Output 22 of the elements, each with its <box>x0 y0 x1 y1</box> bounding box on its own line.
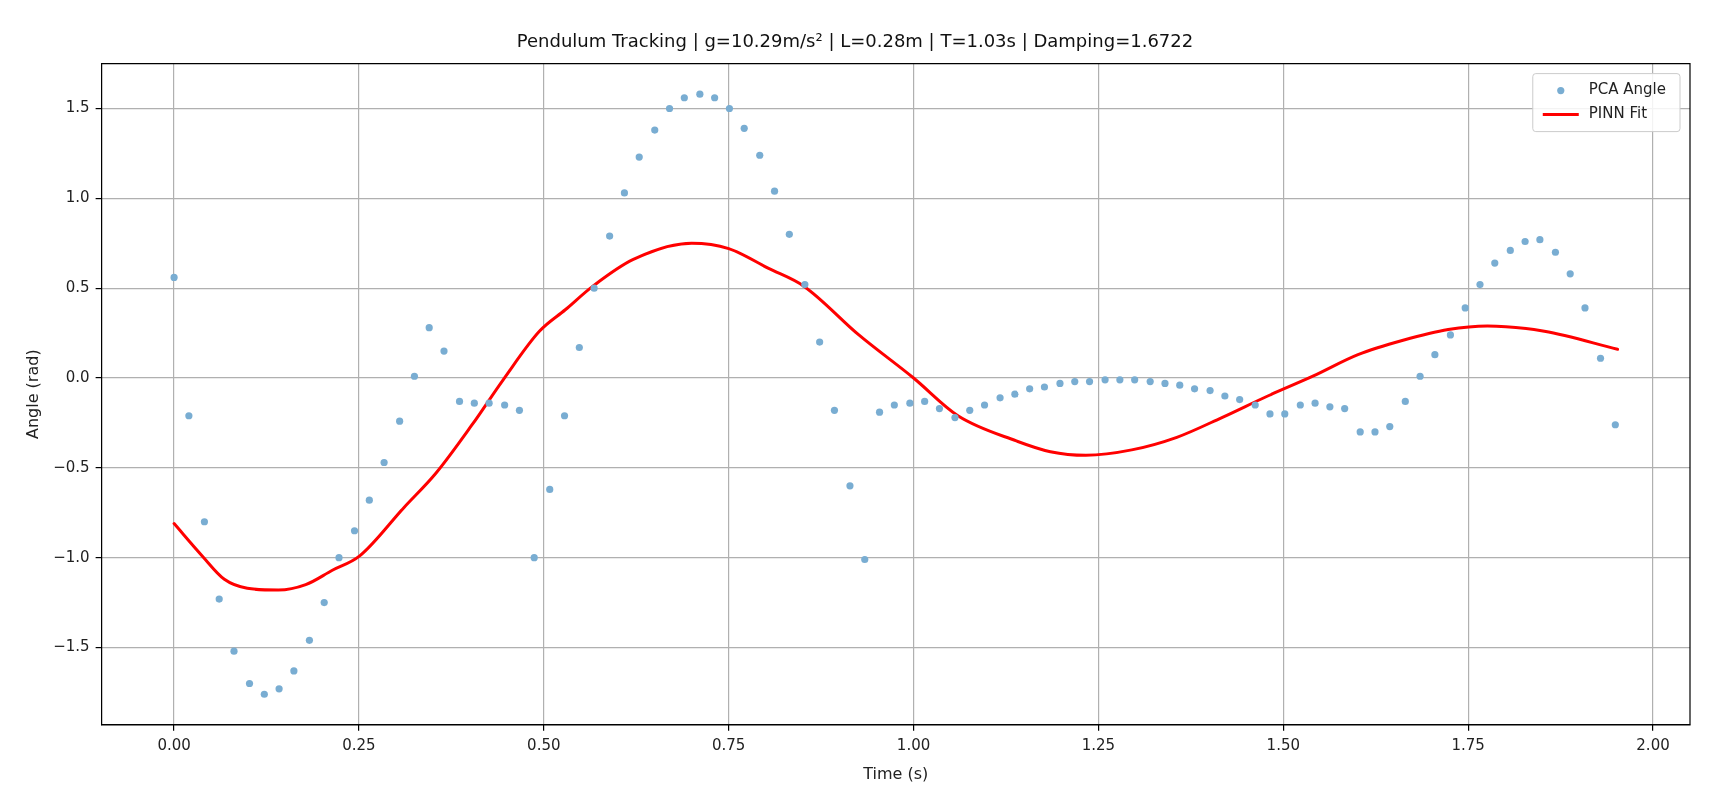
y-axis-title: Angle (rad) <box>22 349 42 440</box>
y-tick-label: −1.0 <box>53 547 90 566</box>
y-tick-label: −1.5 <box>53 637 90 656</box>
x-tick-label: 1.00 <box>896 735 931 754</box>
x-tick-label: 1.75 <box>1451 735 1485 754</box>
x-tick-label: 0.50 <box>527 735 561 754</box>
x-tick-label: 0.00 <box>157 735 191 754</box>
legend-label: PINN Fit <box>1588 104 1648 123</box>
y-tick-label: 0.5 <box>65 278 90 297</box>
y-tick-label: 1.5 <box>65 98 90 117</box>
chart-title: Pendulum Tracking | g=10.29m/s² | L=0.28m | T=1.03s | Damping=1.6722 <box>516 30 1194 52</box>
line-series <box>172 241 1620 592</box>
x-tick-label: 1.25 <box>1081 735 1116 754</box>
legend-label: PCA Angle <box>1588 80 1666 99</box>
x-tick-label: 0.25 <box>342 735 376 754</box>
x-tick-label: 2.00 <box>1636 735 1670 754</box>
x-tick-label: 1.50 <box>1266 735 1300 754</box>
y-tick-label: −0.5 <box>53 457 90 476</box>
x-tick-label: 0.75 <box>711 735 746 754</box>
x-axis-title: Time (s) <box>862 763 929 783</box>
y-tick-label: 0.0 <box>65 367 90 386</box>
y-tick-label: 1.0 <box>65 188 90 207</box>
